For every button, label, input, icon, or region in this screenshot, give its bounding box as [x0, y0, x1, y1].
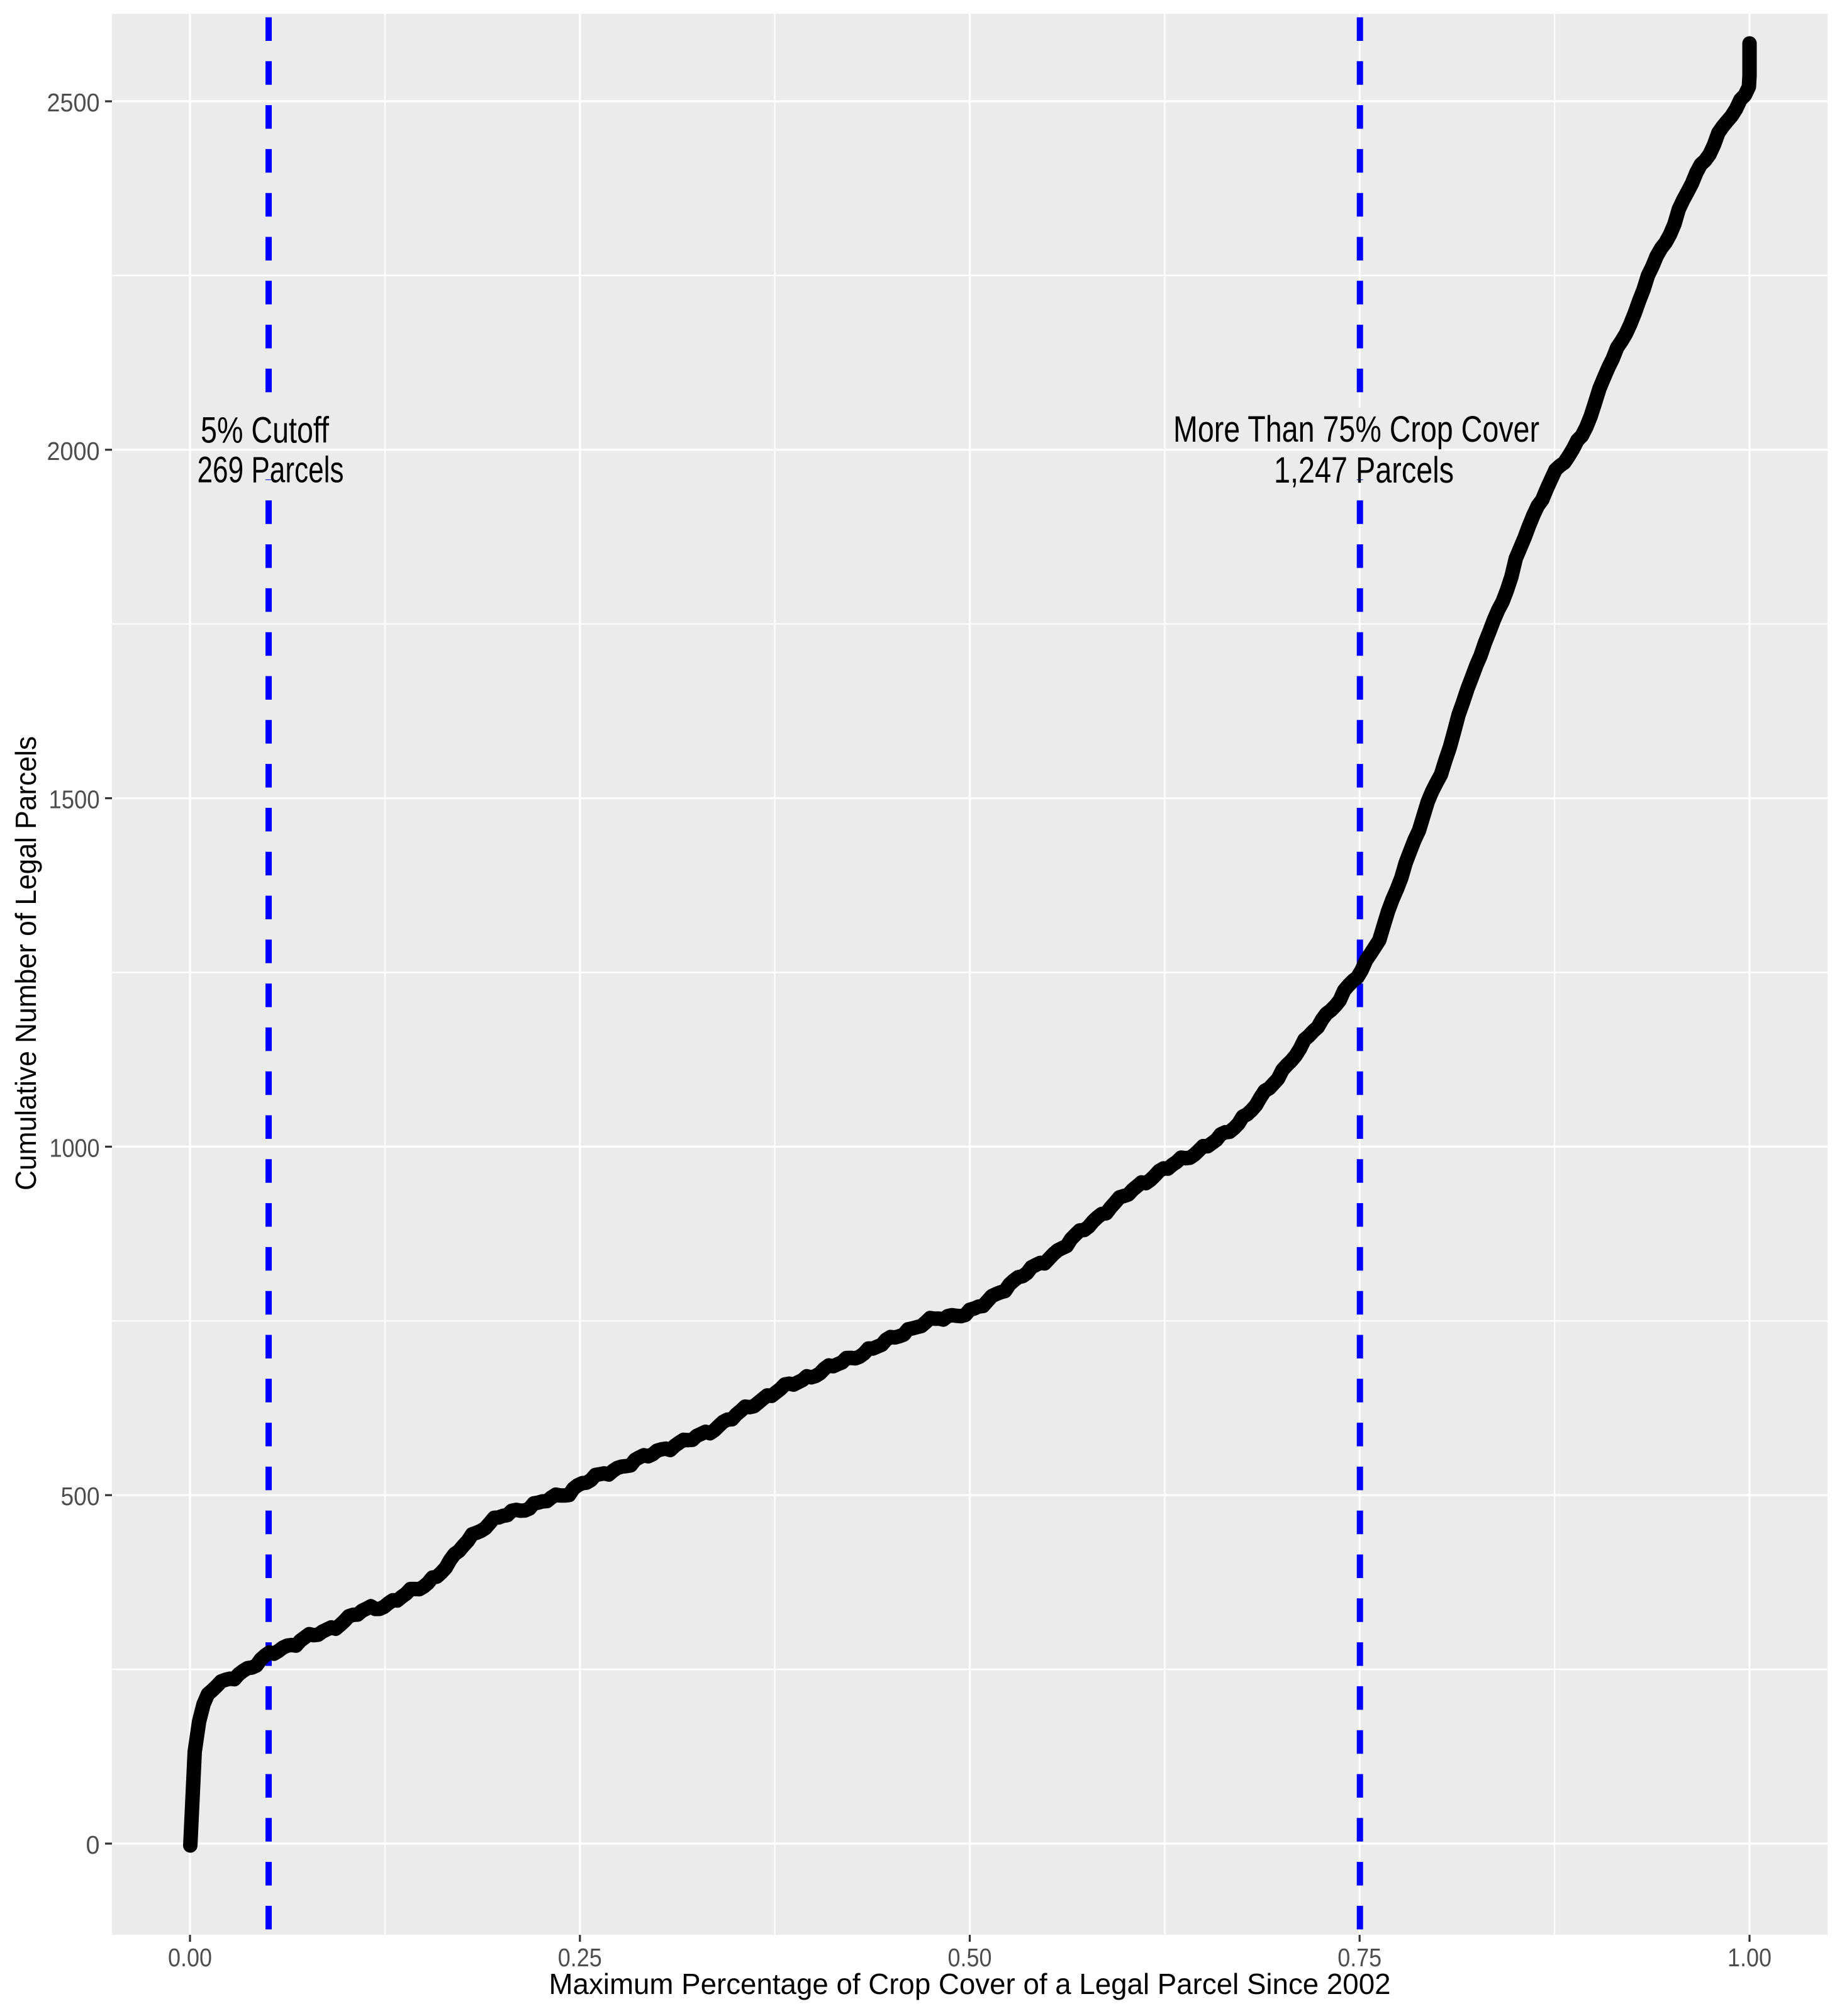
svg-text:Cumulative Number of Legal Par: Cumulative Number of Legal Parcels	[9, 736, 42, 1190]
svg-text:2000: 2000	[47, 437, 100, 466]
svg-text:1.00: 1.00	[1728, 1943, 1772, 1972]
svg-text:1,247 Parcels: 1,247 Parcels	[1274, 450, 1454, 491]
svg-text:500: 500	[61, 1482, 100, 1511]
svg-text:0.75: 0.75	[1337, 1943, 1382, 1972]
svg-text:More Than 75% Crop Cover: More Than 75% Crop Cover	[1173, 409, 1539, 450]
svg-text:1000: 1000	[50, 1133, 100, 1162]
svg-text:Maximum Percentage of Crop Cov: Maximum Percentage of Crop Cover of a Le…	[549, 1968, 1391, 2000]
svg-text:2500: 2500	[47, 88, 100, 117]
svg-text:0: 0	[86, 1830, 100, 1859]
svg-text:0.25: 0.25	[558, 1943, 602, 1972]
svg-text:0.50: 0.50	[948, 1943, 992, 1972]
svg-text:5% Cutoff: 5% Cutoff	[201, 410, 330, 451]
svg-text:1500: 1500	[49, 785, 100, 814]
svg-text:0.00: 0.00	[168, 1943, 212, 1972]
svg-text:269 Parcels: 269 Parcels	[198, 450, 344, 491]
